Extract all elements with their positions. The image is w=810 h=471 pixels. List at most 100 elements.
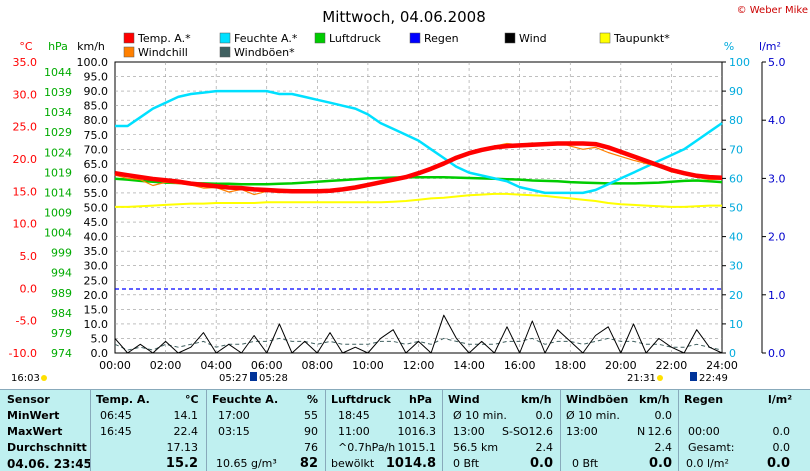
rain-tick-label: 1.0 — [768, 289, 786, 302]
temp-tick-label: 35.0 — [13, 56, 38, 69]
gust-value: 0.0 — [648, 456, 672, 471]
header-rain: Regen — [684, 393, 724, 406]
press-time: 18:45 — [338, 409, 370, 422]
pressure-unit-label: hPa — [48, 40, 68, 53]
rain-value: 0.0 — [766, 456, 790, 471]
wind-tick-label: 0.0 — [91, 347, 109, 360]
legend-label: Windböen* — [234, 46, 295, 59]
header-temp-unit: °C — [185, 393, 199, 406]
pressure-tick-label: 1044 — [44, 66, 72, 79]
moon-icon — [250, 372, 257, 381]
wind-tick-label: 60.0 — [84, 172, 109, 185]
wind-beaufort: 0 Bft — [453, 457, 480, 470]
x-tick-label: 08:00 — [301, 359, 333, 372]
temp-tick-label: 0.0 — [20, 282, 38, 295]
gust-value: 12.6 — [647, 425, 673, 438]
hum-value: 82 — [299, 456, 318, 471]
row-label: MaxWert — [7, 425, 63, 438]
x-tick-label: 10:00 — [352, 359, 384, 372]
pressure-tick-label: 1029 — [44, 126, 72, 139]
wind-value: 0.0 — [529, 456, 553, 471]
chart-title: Mittwoch, 04.06.2008 — [322, 8, 486, 26]
series-line-feuchtea — [115, 89, 723, 195]
pressure-tick-label: 1004 — [44, 227, 72, 240]
humidity-tick-label: 100 — [729, 56, 750, 69]
x-tick-label: 24:00 — [706, 359, 738, 372]
hum-value: 76 — [304, 441, 318, 454]
temp-tick-label: 20.0 — [13, 153, 38, 166]
pressure-tick-label: 979 — [51, 327, 72, 340]
legend-swatch — [219, 32, 231, 44]
left-time-label: 16:03 — [11, 373, 40, 384]
series-line-luftdruck — [114, 175, 723, 186]
abs-humidity: 10.65 g/m³ — [216, 457, 277, 470]
sunrise-label: 05:27 — [219, 373, 248, 384]
humidity-unit-label: % — [724, 40, 734, 53]
temp-tick-label: 10.0 — [13, 218, 38, 231]
header-gust-unit: km/h — [639, 393, 670, 406]
header-sensor: Sensor — [7, 393, 50, 406]
press-value: 1015.1 — [397, 441, 437, 454]
wind-tick-label: 20.0 — [84, 289, 109, 302]
hum-time: 03:15 — [218, 425, 250, 438]
hum-value: 55 — [304, 409, 318, 422]
pressure-tick-label: 984 — [51, 307, 72, 320]
temp-value: 14.1 — [173, 409, 199, 422]
table-row-current: 04.06. 23:45 15.2 10.65 g/m³ 82 bewölkt … — [0, 455, 810, 471]
temp-tick-label: 30.0 — [13, 88, 38, 101]
pressure-tick-label: 1009 — [44, 207, 72, 220]
x-tick-label: 02:00 — [150, 359, 182, 372]
sun-moon-markers: 16:03 05:27 05:28 21:31 22:49 — [11, 372, 728, 384]
pressure-tick-label: 994 — [51, 267, 72, 280]
legend-swatch — [123, 46, 135, 58]
pressure-tick-label: 974 — [51, 347, 72, 360]
pressure-tick-label: 989 — [51, 287, 72, 300]
series-line-taupunkt — [115, 192, 722, 208]
wind-tick-label: 85.0 — [84, 100, 109, 113]
wind-tick-label: 75.0 — [84, 129, 109, 142]
hum-value: 90 — [304, 425, 318, 438]
rain-today: 0.0 l/m² — [686, 457, 729, 470]
pressure-tick-label: 1014 — [44, 186, 72, 199]
temp-tick-label: -10.0 — [9, 347, 37, 360]
moonset-moon-icon — [690, 372, 697, 381]
wind-value: 2.4 — [535, 441, 554, 454]
series-line-wind — [114, 314, 723, 354]
humidity-tick-label: 70 — [729, 143, 743, 156]
x-tick-label: 00:00 — [99, 359, 131, 372]
x-tick-label: 22:00 — [656, 359, 688, 372]
temp-tick-label: 25.0 — [13, 121, 38, 134]
temp-value: 17.13 — [166, 441, 199, 454]
rain-value: 0.0 — [772, 425, 791, 438]
header-wind: Wind — [448, 393, 480, 406]
header-temp: Temp. A. — [96, 393, 150, 406]
series-line-windben — [114, 337, 723, 351]
legend-label: Temp. A.* — [137, 32, 191, 45]
sunset-sun-icon — [657, 375, 663, 381]
rain-tick-label: 3.0 — [768, 172, 786, 185]
legend-swatch — [599, 32, 611, 44]
header-gust: Windböen — [566, 393, 629, 406]
pressure-tick-label: 1024 — [44, 146, 72, 159]
rain-tick-label: 0.0 — [768, 347, 786, 360]
press-time: 11:00 — [338, 425, 370, 438]
legend-swatch — [123, 32, 135, 44]
legend: Temp. A.* Feuchte A.* Luftdruck Regen Wind Ta… — [123, 32, 670, 59]
plot-area — [114, 89, 723, 354]
wind-tick-label: 30.0 — [84, 260, 109, 273]
wind-tick-label: 55.0 — [84, 187, 109, 200]
legend-label: Windchill — [138, 46, 188, 59]
copyright-text: © Weber Mike — [737, 5, 808, 16]
header-wind-unit: km/h — [521, 393, 552, 406]
rain-tick-label: 2.0 — [768, 231, 786, 244]
statistics-table: Sensor Temp. A. °C Feuchte A. % Luftdruc… — [0, 389, 810, 471]
temp-time: 16:45 — [100, 425, 132, 438]
gust-beaufort: 0 Bft — [572, 457, 599, 470]
humidity-tick-label: 30 — [729, 260, 743, 273]
press-value: 1014.3 — [397, 409, 437, 422]
rain-time: 00:00 — [688, 425, 720, 438]
pressure-tick-label: 1039 — [44, 86, 72, 99]
gust-time: Ø 10 min. — [566, 409, 620, 422]
sun-icon — [41, 375, 47, 381]
wind-tick-label: 65.0 — [84, 158, 109, 171]
